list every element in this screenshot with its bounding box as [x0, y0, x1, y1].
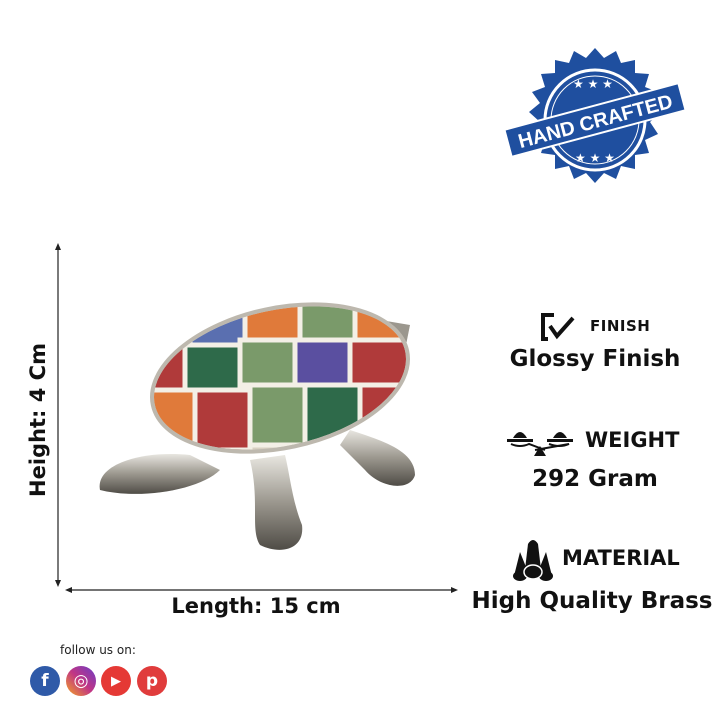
material-icon: [513, 540, 553, 581]
finish-title: FINISH: [590, 317, 651, 335]
weight-value: 292 Gram: [532, 466, 658, 492]
follow-us-label: follow us on:: [60, 643, 136, 657]
scale-icon: [507, 432, 573, 456]
material-title: MATERIAL: [562, 546, 680, 570]
svg-text:★ ★ ★: ★ ★ ★: [573, 77, 613, 91]
length-label: Length: 15 cm: [171, 594, 341, 618]
material-value: High Quality Brass: [471, 588, 713, 614]
pinterest-icon[interactable]: p: [137, 666, 167, 696]
youtube-icon[interactable]: ▶: [101, 666, 131, 696]
hand-crafted-badge: ★ ★ ★ ★ ★ ★ HAND CRAFTED: [503, 48, 687, 183]
weight-title: WEIGHT: [585, 428, 680, 452]
checkbox-icon: [541, 313, 575, 341]
svg-text:★ ★ ★: ★ ★ ★: [575, 151, 615, 165]
facebook-icon[interactable]: f: [30, 666, 60, 696]
finish-value: Glossy Finish: [509, 346, 681, 372]
turtle-product-image: [99, 300, 418, 550]
instagram-icon[interactable]: ◎: [66, 666, 96, 696]
height-label: Height: 4 Cm: [26, 343, 50, 497]
